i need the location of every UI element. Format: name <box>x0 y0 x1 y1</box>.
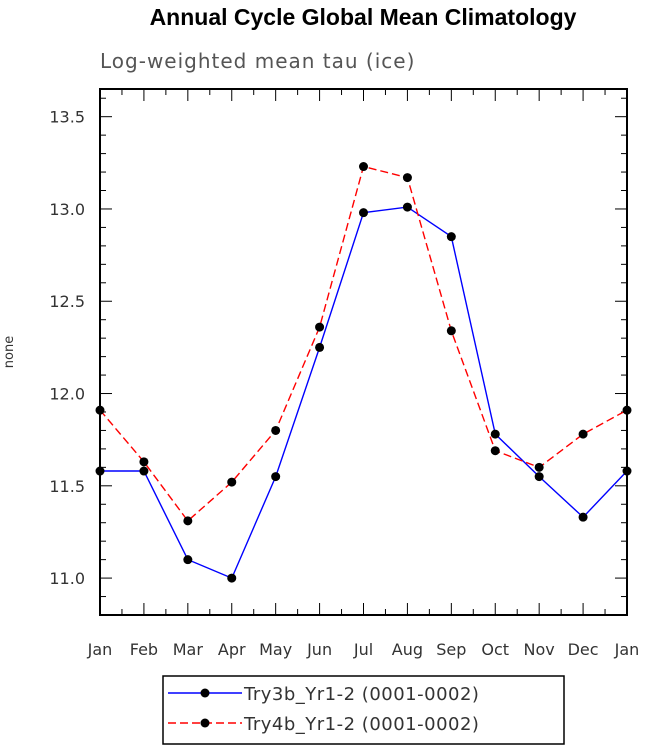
axis-ticks <box>99 89 628 615</box>
series-2-point <box>446 326 456 336</box>
y-tick-label: 12.0 <box>49 385 85 404</box>
x-tick-label: Mar <box>173 640 204 659</box>
legend-label-2: Try4b_Yr1-2 (0001-0002) <box>243 714 479 735</box>
x-tick-label: Jul <box>353 640 373 659</box>
x-tick-labels: Jan Feb Mar Apr May Jun Jul Aug Sep Oct Nov Dec Jan <box>87 640 640 659</box>
x-tick-label: Jun <box>306 640 332 659</box>
x-tick-label: Jan <box>87 640 113 659</box>
y-tick-label: 11.5 <box>49 477 85 496</box>
legend: Try3b_Yr1-2 (0001-0002) Try4b_Yr1-2 (0001… <box>162 675 565 745</box>
legend-marker-2 <box>200 718 210 728</box>
series-1-point <box>315 342 325 352</box>
plot-frame <box>99 88 628 616</box>
y-tick-label: 11.0 <box>49 569 85 588</box>
series-1-point <box>183 555 193 565</box>
series-group <box>95 162 632 583</box>
y-tick-label: 13.5 <box>49 108 85 127</box>
series-2-point <box>227 477 237 487</box>
series-1-point <box>271 472 281 482</box>
series-2-point <box>402 173 412 183</box>
chart-subtitle: Log-weighted mean tau (ice) <box>100 49 415 73</box>
x-tick-label: Nov <box>524 640 555 659</box>
x-tick-label: Sep <box>436 640 466 659</box>
series-1-point <box>534 472 544 482</box>
legend-marker-1 <box>200 688 210 698</box>
series-1-point <box>446 232 456 242</box>
series-1-point <box>402 202 412 212</box>
series-2-point <box>534 462 544 472</box>
y-tick-label: 13.0 <box>49 200 85 219</box>
x-tick-label: Oct <box>481 640 509 659</box>
y-tick-labels: 11.0 11.5 12.0 12.5 13.0 13.5 <box>49 108 85 588</box>
series-2-point <box>578 429 588 439</box>
x-tick-label: Jan <box>614 640 640 659</box>
y-axis-label: none <box>2 336 17 368</box>
series-1-point <box>139 466 149 476</box>
series-line-2 <box>99 165 628 522</box>
x-tick-label: May <box>259 640 292 659</box>
x-tick-label: Feb <box>130 640 158 659</box>
series-1-point <box>490 429 500 439</box>
series-2-point <box>139 457 149 467</box>
series-2-point <box>271 425 281 435</box>
y-tick-label: 12.5 <box>49 292 85 311</box>
series-1-point <box>578 512 588 522</box>
x-tick-label: Dec <box>568 640 599 659</box>
series-2-point <box>183 516 193 526</box>
chart-title: Annual Cycle Global Mean Climatology <box>150 4 577 30</box>
series-1-point <box>359 208 368 218</box>
x-tick-label: Apr <box>218 640 246 659</box>
legend-label-1: Try3b_Yr1-2 (0001-0002) <box>243 684 479 705</box>
x-tick-label: Aug <box>392 640 423 659</box>
series-2-point <box>490 446 500 456</box>
legend-box <box>162 675 565 745</box>
series-2-point <box>359 162 368 172</box>
series-line-1 <box>100 206 628 580</box>
series-2-point <box>315 322 325 332</box>
series-1-point <box>227 573 237 583</box>
